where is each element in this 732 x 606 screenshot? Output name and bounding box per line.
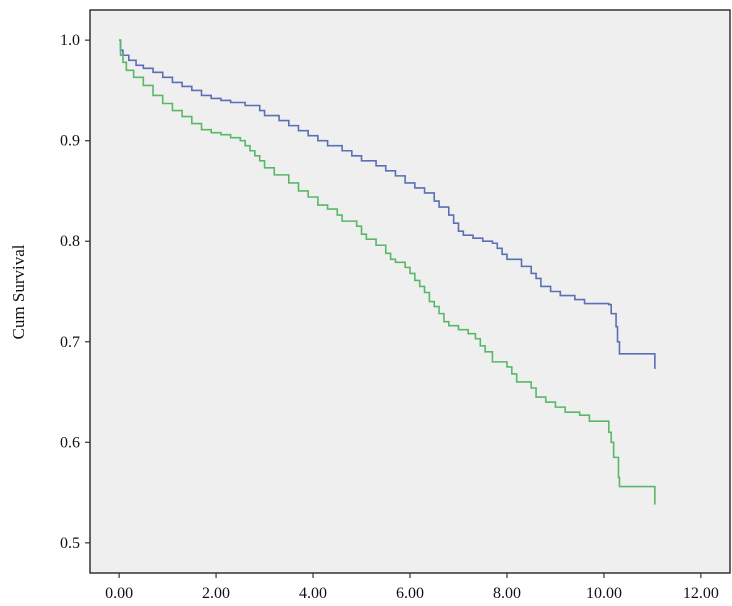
x-tick-label: 0.00: [105, 585, 133, 602]
x-tick-label: 10.00: [586, 585, 622, 602]
y-tick-label: 0.6: [60, 434, 80, 451]
x-tick-label: 6.00: [396, 585, 424, 602]
axes-layer: 0.00 2.00 4.00 6.00 8.00 10.00 12.00 0.5 0.6 0.7 0…: [60, 32, 719, 602]
x-tick-label: 2.00: [202, 585, 230, 602]
y-tick-label: 0.9: [60, 133, 80, 150]
survival-series-line-1: [119, 39, 656, 369]
survival-series-line-2: [119, 39, 656, 505]
x-tick-label: 12.00: [683, 585, 719, 602]
y-tick-label: 0.7: [60, 334, 80, 351]
y-tick-label: 0.8: [60, 233, 80, 250]
series-layer: [119, 39, 656, 505]
y-tick-label: 1.0: [60, 32, 80, 49]
plot-area-background: [90, 10, 730, 573]
y-axis-title: Cum Survival: [9, 244, 28, 339]
plot-area-border: [89, 9, 731, 574]
x-tick-label: 8.00: [493, 585, 521, 602]
y-tick-label: 0.5: [60, 535, 80, 552]
x-tick-label: 4.00: [299, 585, 327, 602]
